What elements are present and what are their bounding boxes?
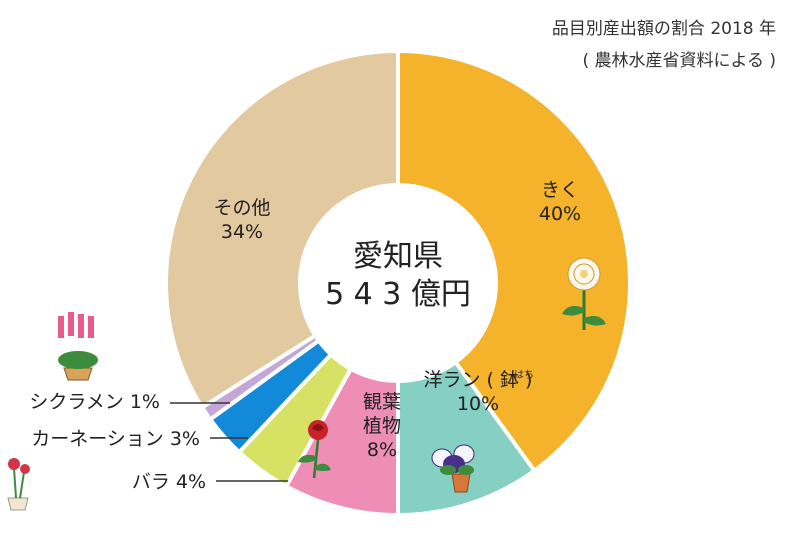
slice-label-kiku: きく 40% <box>539 179 581 225</box>
cyclamen-icon <box>58 312 98 381</box>
slice-label-bara: バラ 4% <box>132 471 206 493</box>
carnation-icon <box>7 458 30 511</box>
chrysanthemum-icon <box>562 257 606 330</box>
slice-label-sonota: その他 34% <box>213 197 270 243</box>
slice-label-kanyo: 観葉植物 8% <box>363 391 401 461</box>
center-label: 愛知県 5 4 3 億円 <box>325 239 471 312</box>
rose-icon <box>298 420 331 479</box>
pansy-pot-icon <box>431 444 475 493</box>
source-note-credit: ( 農林水産省資料による ) <box>582 51 776 71</box>
slice-label-yoran: 洋ラン ( 鉢 ) 10% <box>424 369 533 415</box>
ruby-hachi: はち <box>514 369 534 381</box>
slice-label-carnation: カーネーション 3% <box>31 428 200 450</box>
leader-lines <box>170 402 288 482</box>
slice-labels: きく 40% 洋ラン ( 鉢 ) 10% 観葉植物 8% バラ 4% カーネーション 3% シク… <box>29 179 581 493</box>
center-hole <box>300 185 496 381</box>
source-note-title: 品目別産出額の割合 2018 年 <box>551 19 776 39</box>
slice-label-cyclamen: シクラメン 1% <box>29 391 160 413</box>
center-label-prefecture: 愛知県 <box>353 239 443 274</box>
center-label-amount: 5 4 3 億円 <box>325 277 471 312</box>
